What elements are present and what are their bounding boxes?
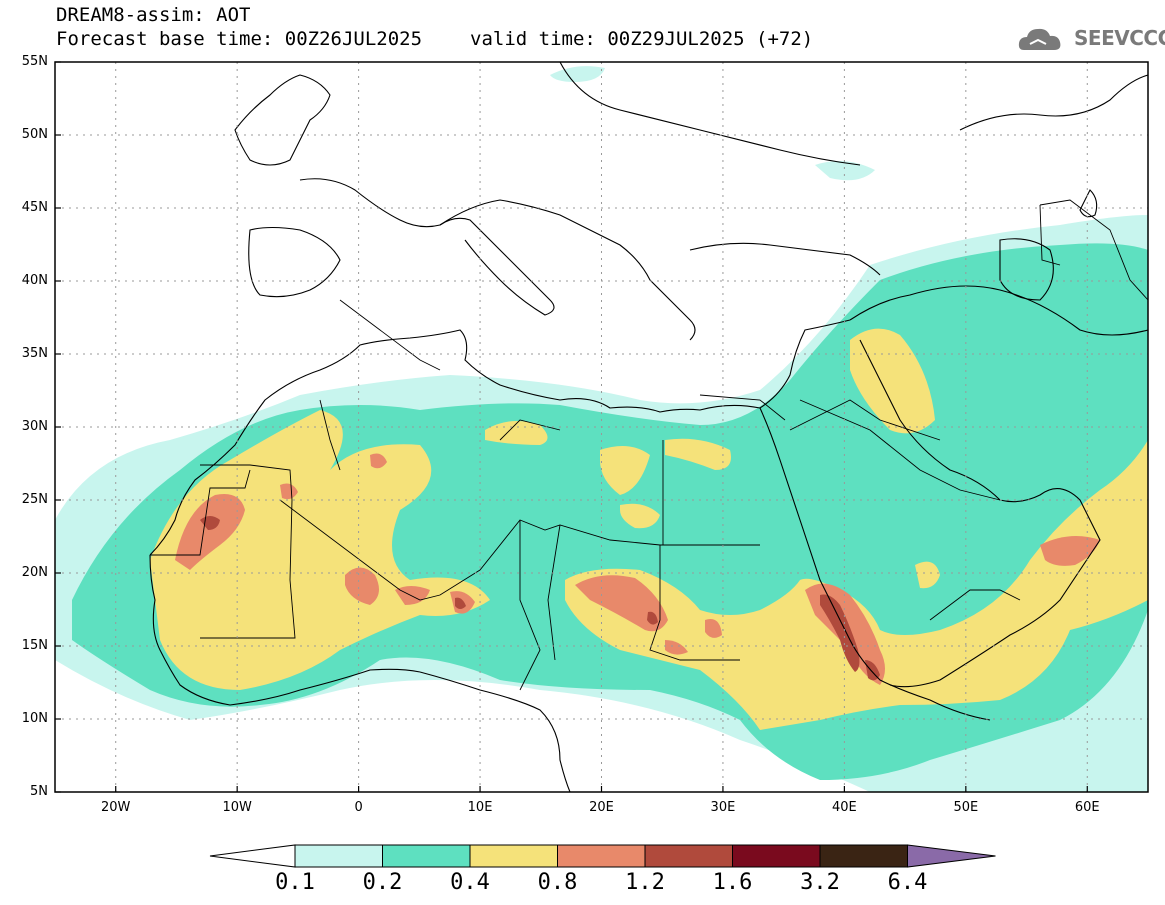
colorbar-box [732,844,821,868]
lat-label: 25N [21,492,48,507]
lat-label: 50N [21,127,48,142]
time-info: Forecast base time: 00Z26JUL2025 valid ti… [56,28,813,50]
axis-ticks [55,61,1088,793]
colorbar-label: 0.1 [275,870,315,895]
valid-time: valid time: 00Z29JUL2025 (+72) [470,28,814,50]
colorbar-high-arrow [907,844,996,868]
lat-label: 55N [21,54,48,69]
grid-lines [55,62,1148,792]
logo-text: SEEVCCC [1074,26,1165,50]
colorbar-label: 3.2 [800,870,840,895]
lon-label: 40E [831,800,857,815]
colorbar-label: 0.2 [362,870,403,895]
colorbar-label: 1.2 [625,870,665,895]
lat-label: 15N [21,638,48,653]
colorbar-box [644,844,733,868]
lon-label: 50E [953,800,979,815]
colorbar-label: 1.6 [712,870,753,895]
lon-label: 20W [101,800,131,815]
lat-label: 10N [21,711,48,726]
lat-label: 5N [30,784,48,799]
map-title: DREAM8-assim: AOT [56,4,251,26]
country-borders [150,199,1148,691]
colorbar-box [469,844,558,868]
colorbar-box [294,844,383,868]
colorbar-label: 0.4 [450,870,490,895]
lat-label: 30N [21,419,48,434]
lat-label: 20N [21,565,48,580]
cloud-icon [1018,28,1061,50]
base-time: Forecast base time: 00Z26JUL2025 [56,28,423,50]
colorbar-label: 6.4 [887,870,928,895]
lon-label: 20E [589,800,614,815]
lat-label: 45N [21,200,48,215]
colorbar-box [819,844,908,868]
lon-label: 10E [467,800,493,815]
lat-label: 40N [21,273,48,288]
lat-label: 35N [21,346,48,361]
lon-label: 10W [222,800,252,815]
lon-label: 30E [710,800,736,815]
colorbar-low-arrow [209,844,296,868]
colorbar-box [382,844,471,868]
lon-label: 0 [354,800,363,815]
colorbar-label: 0.8 [537,870,578,895]
lon-label: 60E [1074,800,1100,815]
colorbar-box [557,844,646,868]
